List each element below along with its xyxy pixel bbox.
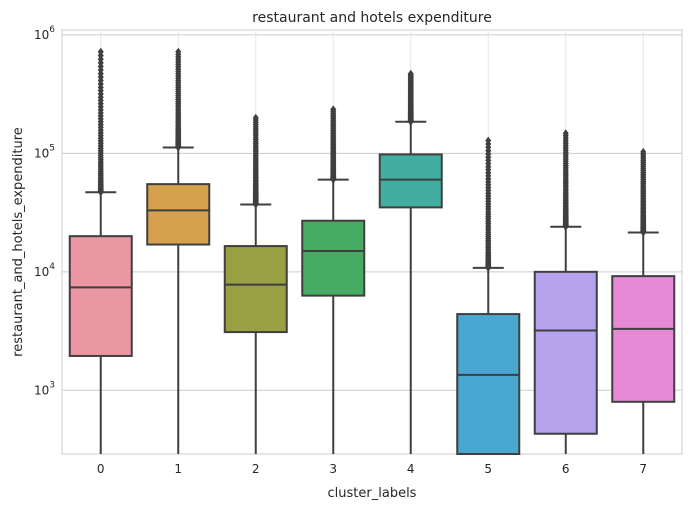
box-6 — [533, 129, 598, 454]
box-body — [223, 245, 288, 334]
box-series — [68, 47, 676, 455]
box-1 — [146, 47, 211, 454]
box-5 — [456, 136, 521, 455]
x-tick-label: 4 — [407, 462, 415, 476]
box-4 — [378, 69, 443, 454]
flier-point — [252, 113, 259, 122]
plot-area — [61, 29, 683, 455]
flier-point — [562, 129, 569, 138]
flier-point — [175, 47, 182, 56]
x-axis-label: cluster_labels — [328, 486, 417, 501]
box-body — [68, 235, 133, 357]
box-0 — [68, 47, 133, 454]
x-tick-label: 3 — [329, 462, 337, 476]
y-tick-label: 103 — [34, 380, 55, 397]
box-body — [301, 219, 366, 297]
x-tick-label: 5 — [484, 462, 492, 476]
flier-point — [330, 105, 337, 114]
y-axis-label: restaurant_and_hotels_expenditure — [11, 127, 26, 357]
box-3 — [301, 105, 366, 454]
y-tick-label: 104 — [34, 262, 55, 279]
x-tick-label: 7 — [639, 462, 647, 476]
box-body — [146, 183, 211, 246]
x-tick-label: 2 — [252, 462, 260, 476]
x-tick-label: 0 — [97, 462, 105, 476]
box-body — [533, 270, 598, 435]
chart-title: restaurant and hotels expenditure — [252, 10, 492, 26]
x-tick-label: 1 — [174, 462, 182, 476]
flier-point — [97, 47, 104, 56]
box-body — [378, 153, 443, 209]
box-body — [611, 275, 676, 403]
box-7 — [611, 147, 676, 454]
box-2 — [223, 113, 288, 454]
x-tick-label: 6 — [562, 462, 570, 476]
flier-point — [485, 136, 492, 145]
y-tick-label: 106 — [34, 25, 55, 42]
flier-point — [640, 147, 647, 156]
box-body — [456, 313, 521, 455]
y-axis-ticks: 103 104 105 106 — [34, 25, 55, 397]
flier-point — [407, 69, 414, 78]
x-axis-ticks: 0 1 2 3 4 5 6 7 — [97, 462, 647, 476]
y-tick-label: 105 — [34, 143, 55, 160]
